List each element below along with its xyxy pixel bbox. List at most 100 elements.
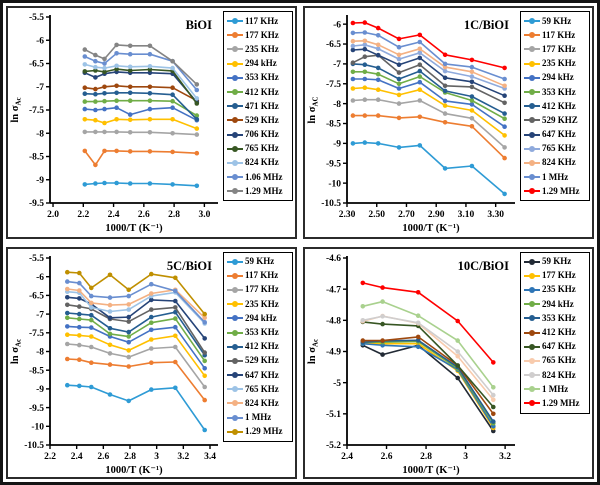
series-marker-icon	[227, 88, 243, 97]
legend-item: 117 KHz	[524, 28, 587, 42]
series-marker-icon	[524, 342, 540, 351]
svg-text:3: 3	[463, 452, 468, 462]
legend-1c-bioi: 59 KHz 117 KHz 177 KHz 235 KHz 294 kHz 353 KH…	[520, 11, 590, 202]
legend-label: 1 MHz	[542, 383, 569, 394]
chart-panel-5c-bioi: 2.2 2.4 2.6 2.8 3 3.2 3.4 -5.5 -6 -6.5 -7 -7.5 -8 -8.…	[6, 246, 297, 479]
svg-text:-6.5: -6.5	[326, 40, 341, 50]
legend-item: 59 KHz	[227, 255, 290, 269]
legend-label: 765 KHz	[542, 143, 576, 154]
svg-text:-10.5: -10.5	[321, 199, 341, 209]
legend-label: 294 kHz	[542, 72, 574, 83]
svg-text:1000/T (K⁻¹): 1000/T (K⁻¹)	[402, 465, 460, 476]
svg-text:-8: -8	[36, 347, 44, 357]
legend-label: 353 KHz	[245, 72, 279, 83]
series-marker-icon	[227, 45, 243, 54]
svg-text:ln σAc: ln σAc	[307, 338, 320, 363]
legend-item: 1 MHz	[227, 411, 290, 425]
legend-label: 294 kHz	[245, 312, 277, 323]
legend-label: 177 KHz	[245, 29, 279, 40]
legend-label: 529 KHZ	[542, 114, 578, 125]
legend-label: 647 KHz	[542, 129, 576, 140]
series-marker-icon	[524, 31, 540, 40]
legend-item: 235 KHz	[227, 297, 290, 311]
series-marker-icon	[227, 399, 243, 408]
chart-bioi: 2.0 2.2 2.4 2.6 2.8 3.0 -5.5 -6 -6.5 -7 -7.5 -8 -8.5…	[10, 13, 218, 234]
legend-label: 117 KHz	[542, 29, 576, 40]
series-marker-icon	[524, 158, 540, 167]
series-marker-icon	[524, 88, 540, 97]
chart-panel-1c-bioi: 2.30 2.50 2.70 2.90 3.10 3.30 -6 -6.5 -7 -7.5 -8 -8…	[303, 6, 594, 239]
legend-item: 1 MHz	[524, 170, 587, 184]
series-marker-icon	[227, 371, 243, 380]
series-marker-icon	[524, 17, 540, 26]
legend-label: 529 KHz	[245, 114, 279, 125]
svg-text:-8: -8	[333, 100, 341, 110]
series-marker-icon	[227, 413, 243, 422]
svg-text:-5.1: -5.1	[326, 410, 341, 420]
legend-item: 294 kHz	[524, 71, 587, 85]
legend-item: 353 KHz	[227, 325, 290, 339]
legend-item: 529 KHz	[227, 354, 290, 368]
legend-label: 412 KHz	[542, 327, 576, 338]
legend-label: 117 KHz	[245, 270, 279, 281]
svg-text:3.0: 3.0	[198, 210, 210, 220]
legend-item: 824 KHz	[227, 396, 290, 410]
svg-text:1000/T (K⁻¹): 1000/T (K⁻¹)	[402, 223, 460, 234]
legend-label: 294 kHz	[245, 58, 277, 69]
legend-item: 117 KHz	[227, 14, 290, 28]
svg-text:2.0: 2.0	[47, 210, 59, 220]
legend-label: 824 KHz	[245, 397, 279, 408]
svg-text:10C/BiOI: 10C/BiOI	[458, 259, 510, 273]
series-marker-icon	[227, 173, 243, 182]
svg-text:-4.9: -4.9	[326, 347, 341, 357]
legend-label: 1 MHz	[245, 412, 272, 423]
svg-text:-8: -8	[36, 129, 44, 139]
legend-item: 1 MHz	[524, 382, 587, 396]
legend-5c-bioi: 59 KHz 117 KHz 177 KHz 235 KHz 294 kHz 353 KH…	[223, 251, 293, 442]
legend-item: 235 KHz	[227, 42, 290, 56]
series-marker-icon	[524, 356, 540, 365]
series-marker-icon	[227, 342, 243, 351]
svg-text:-7.5: -7.5	[29, 329, 44, 339]
svg-text:-7.5: -7.5	[326, 80, 341, 90]
legend-label: 117 KHz	[245, 15, 279, 26]
legend-label: 824 KHz	[542, 157, 576, 168]
legend-item: 59 KHz	[524, 14, 587, 28]
legend-item: 529 KHz	[227, 113, 290, 127]
series-marker-icon	[227, 271, 243, 280]
svg-text:2.30: 2.30	[339, 210, 356, 220]
svg-text:-6: -6	[36, 272, 44, 282]
legend-item: 294 kHz	[524, 297, 587, 311]
legend-item: 177 KHz	[524, 42, 587, 56]
svg-text:-5: -5	[333, 378, 341, 388]
legend-item: 824 KHz	[227, 156, 290, 170]
legend-item: 294 kHz	[227, 57, 290, 71]
series-marker-icon	[227, 285, 243, 294]
svg-text:ln σAc: ln σAc	[10, 338, 23, 363]
legend-item: 235 KHz	[524, 57, 587, 71]
svg-text:2.4: 2.4	[341, 452, 353, 462]
chart-1c-bioi: 2.30 2.50 2.70 2.90 3.10 3.30 -6 -6.5 -7 -7.5 -8 -8…	[307, 15, 515, 234]
series-marker-icon	[524, 73, 540, 82]
svg-text:ln σAc: ln σAc	[10, 97, 23, 122]
svg-text:3.30: 3.30	[487, 210, 504, 220]
series-marker-icon	[524, 144, 540, 153]
legend-label: 471 KHz	[245, 100, 279, 111]
svg-text:-9.5: -9.5	[29, 199, 44, 209]
figure-grid: 2.0 2.2 2.4 2.6 2.8 3.0 -5.5 -6 -6.5 -7 -7.5 -8 -8.5…	[6, 6, 594, 479]
svg-text:2.8: 2.8	[420, 452, 432, 462]
series-marker-icon	[524, 399, 540, 408]
legend-item: 412 KHz	[524, 99, 587, 113]
legend-item: 1.29 MHz	[227, 184, 290, 198]
svg-text:-6: -6	[36, 36, 44, 46]
series-marker-icon	[227, 73, 243, 82]
svg-text:2.4: 2.4	[71, 452, 83, 462]
svg-text:3.4: 3.4	[204, 452, 216, 462]
series-marker-icon	[524, 102, 540, 111]
legend-item: 471 KHz	[227, 99, 290, 113]
legend-label: 647 KHz	[245, 369, 279, 380]
svg-text:-9.5: -9.5	[326, 159, 341, 169]
legend-item: 1.29 MHz	[524, 396, 587, 410]
svg-text:BiOI: BiOI	[186, 18, 213, 32]
series-marker-icon	[227, 17, 243, 26]
